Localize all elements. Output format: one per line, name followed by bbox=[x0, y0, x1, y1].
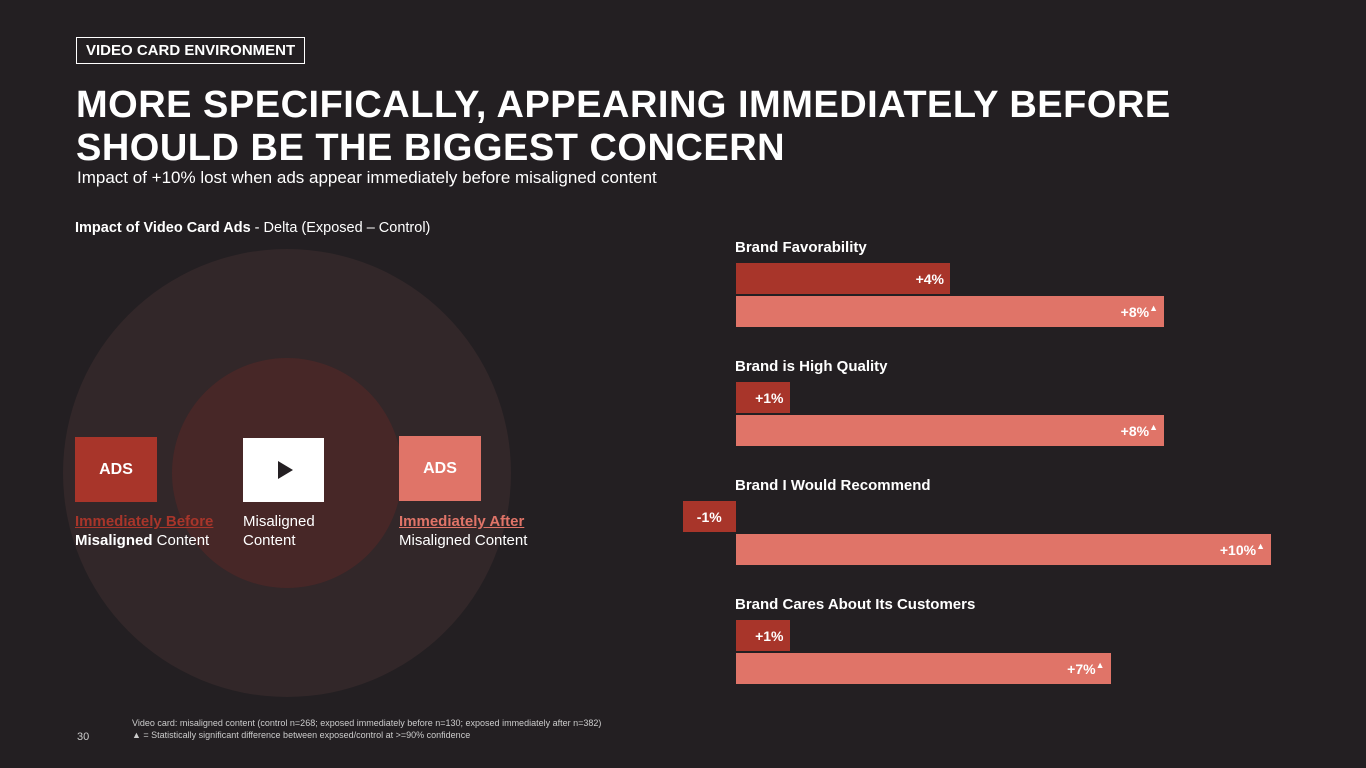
content-label: Misaligned Content bbox=[243, 512, 315, 550]
after-label: Immediately After Misaligned Content bbox=[399, 512, 527, 550]
before-label-bold: Misaligned bbox=[75, 532, 153, 549]
category-label: Brand Cares About Its Customers bbox=[735, 596, 976, 613]
diagram-title: Impact of Video Card Ads - Delta (Expose… bbox=[75, 220, 430, 236]
after-label-line2: Misaligned Content bbox=[399, 532, 528, 549]
bar-after: +8% ▲ bbox=[736, 415, 1164, 446]
significance-marker: ▲ bbox=[1095, 659, 1105, 670]
diagram-title-rest: - Delta (Exposed – Control) bbox=[250, 220, 431, 236]
bar-value-label: +1% bbox=[755, 627, 784, 644]
bar-value-label: +8% bbox=[1120, 303, 1150, 320]
footnote-significance: ▲ = Statistically significant difference… bbox=[132, 730, 471, 740]
category-label: Brand is High Quality bbox=[735, 358, 888, 375]
bar-before: +1% bbox=[736, 382, 790, 413]
bar-value-label: +4% bbox=[915, 270, 944, 287]
bar-before: +1% bbox=[736, 620, 790, 651]
ads-after-box: ADS bbox=[399, 436, 481, 501]
ads-before-box: ADS bbox=[75, 437, 157, 502]
video-thumbnail bbox=[243, 438, 324, 502]
bar-value-label: +1% bbox=[755, 389, 784, 406]
before-label: Immediately Before Misaligned Content bbox=[75, 512, 213, 550]
page-title: MORE SPECIFICALLY, APPEARING IMMEDIATELY… bbox=[76, 84, 1171, 170]
page-number: 30 bbox=[77, 731, 90, 743]
title-line-1: MORE SPECIFICALLY, APPEARING IMMEDIATELY… bbox=[76, 84, 1171, 126]
bar-value-label: +8% bbox=[1120, 422, 1150, 439]
footnote-sample: Video card: misaligned content (control … bbox=[132, 718, 602, 728]
category-label: Brand I Would Recommend bbox=[735, 477, 931, 494]
content-label-line1: Misaligned bbox=[243, 513, 315, 530]
content-label-line2: Content bbox=[243, 532, 296, 549]
significance-marker: ▲ bbox=[1256, 540, 1265, 551]
category-label: Brand Favorability bbox=[735, 239, 867, 256]
bar-after: +10% ▲ bbox=[736, 534, 1271, 565]
before-label-line1: Immediately Before bbox=[75, 513, 214, 530]
significance-marker: ▲ bbox=[1149, 302, 1158, 313]
after-label-line1: Immediately After bbox=[399, 513, 525, 530]
subtitle: Impact of +10% lost when ads appear imme… bbox=[77, 168, 657, 187]
section-tag: VIDEO CARD ENVIRONMENT bbox=[76, 37, 306, 64]
footnote: Video card: misaligned content (control … bbox=[132, 717, 601, 741]
bar-value-label: -1% bbox=[696, 508, 722, 525]
bar-after: +7% ▲ bbox=[736, 653, 1111, 684]
bar-value-label: +10% bbox=[1219, 541, 1257, 558]
before-label-rest: Content bbox=[152, 532, 210, 549]
diagram-title-bold: Impact of Video Card Ads bbox=[75, 220, 251, 236]
title-line-2: SHOULD BE THE BIGGEST CONCERN bbox=[76, 127, 786, 169]
bar-after: +8% ▲ bbox=[736, 296, 1164, 327]
bar-before: +4% bbox=[736, 263, 950, 294]
bar-value-label: +7% bbox=[1067, 660, 1096, 677]
bar-before: -1% bbox=[682, 501, 736, 532]
play-icon bbox=[278, 461, 293, 479]
significance-marker: ▲ bbox=[1149, 421, 1158, 432]
